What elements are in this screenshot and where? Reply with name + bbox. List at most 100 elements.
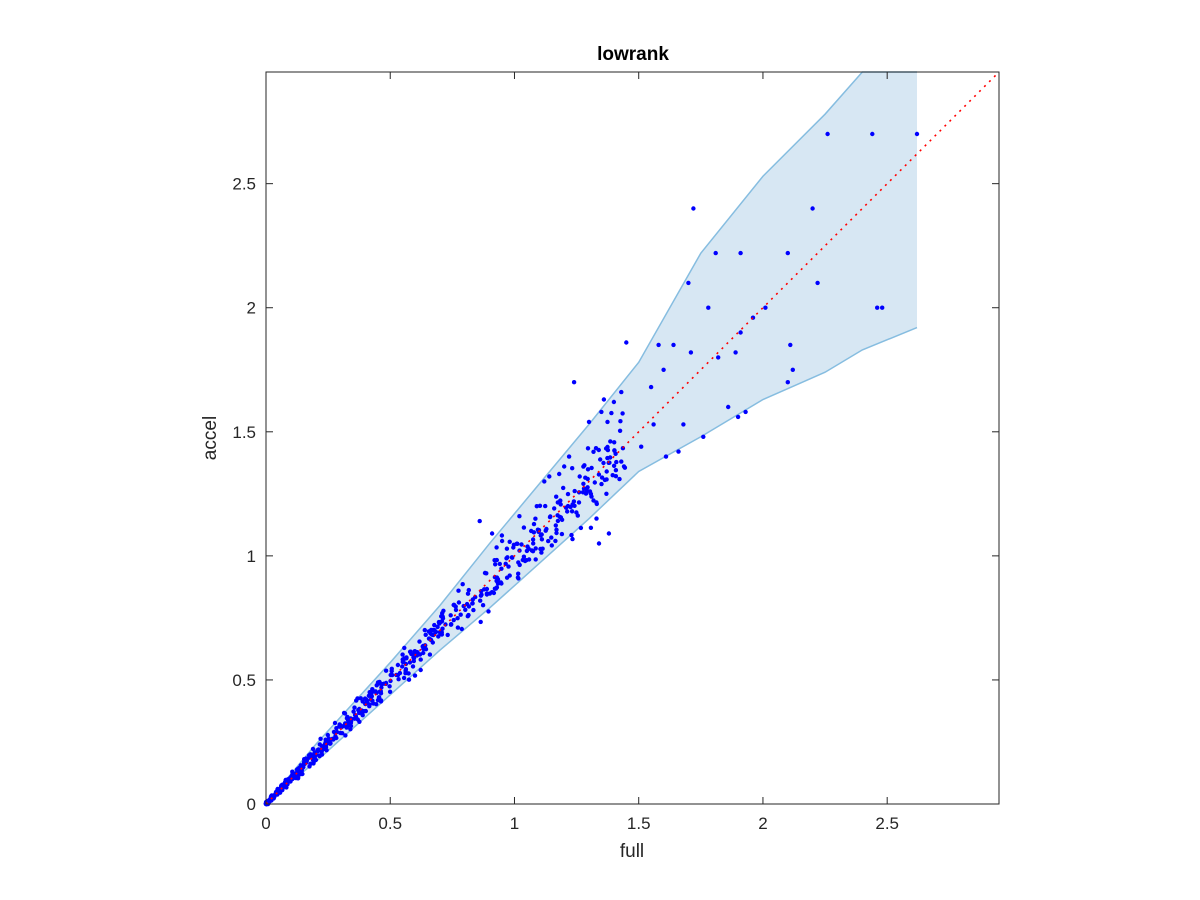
data-point-outlier	[676, 449, 681, 454]
data-point	[569, 509, 575, 514]
data-point	[561, 485, 566, 491]
data-point	[453, 607, 459, 613]
data-point-outlier	[499, 538, 505, 544]
data-point	[451, 602, 457, 608]
data-point	[311, 761, 316, 766]
data-point-outlier	[648, 384, 654, 390]
data-point-outlier	[735, 414, 741, 420]
data-point	[599, 481, 604, 487]
data-point	[605, 444, 610, 450]
data-point	[430, 640, 435, 645]
data-point	[589, 465, 594, 471]
data-point-outlier	[785, 380, 790, 385]
data-point	[403, 667, 409, 672]
data-point	[466, 587, 471, 593]
data-point	[406, 671, 411, 676]
data-point	[553, 523, 558, 528]
data-point	[539, 550, 544, 555]
data-point-outlier	[825, 131, 830, 137]
data-point-outlier	[810, 206, 815, 211]
data-point-outlier	[566, 454, 572, 459]
data-point	[395, 662, 401, 668]
data-point	[353, 714, 359, 719]
data-point	[439, 619, 445, 624]
data-point	[406, 677, 412, 682]
data-point	[533, 557, 538, 562]
data-point-outlier	[880, 305, 885, 310]
data-point	[293, 775, 299, 780]
data-point	[516, 576, 521, 581]
data-point	[374, 702, 379, 707]
data-point	[570, 536, 575, 542]
data-point	[594, 501, 599, 507]
data-point	[612, 448, 617, 453]
chart-title: lowrank	[597, 44, 669, 65]
data-point-outlier	[663, 454, 669, 459]
data-point-outlier	[661, 367, 666, 372]
data-point	[530, 537, 536, 542]
data-point	[348, 720, 354, 726]
data-point	[507, 539, 512, 544]
data-point	[491, 590, 497, 596]
data-point	[581, 486, 587, 491]
y-tick-label: 1.5	[232, 423, 256, 442]
data-point	[470, 601, 475, 606]
data-point	[299, 768, 304, 773]
data-point	[366, 693, 372, 698]
data-point	[533, 516, 538, 521]
data-point	[587, 489, 593, 494]
data-point-outlier	[624, 340, 629, 345]
data-point	[317, 742, 322, 747]
data-point	[538, 533, 543, 538]
data-point-outlier	[688, 350, 694, 355]
data-point	[589, 494, 594, 499]
data-point	[407, 660, 413, 665]
data-point	[549, 535, 554, 540]
data-point	[341, 710, 347, 716]
data-point	[554, 527, 559, 532]
data-point-outlier	[611, 399, 617, 405]
data-point	[484, 592, 490, 597]
data-point-outlier	[914, 131, 920, 137]
data-point	[621, 464, 627, 469]
data-point	[620, 411, 625, 416]
data-point-outlier	[562, 464, 567, 469]
data-point	[290, 769, 295, 774]
data-point	[559, 517, 565, 522]
data-point	[558, 502, 563, 507]
data-point	[531, 541, 536, 546]
data-point	[375, 698, 381, 703]
data-point	[578, 525, 584, 531]
data-point	[565, 509, 570, 514]
data-point	[575, 513, 580, 518]
data-point-outlier	[547, 474, 552, 479]
data-point	[585, 446, 591, 451]
data-point	[604, 469, 609, 474]
data-point	[334, 735, 339, 741]
x-tick-label: 2.5	[875, 814, 899, 833]
data-point	[605, 419, 610, 425]
data-point-outlier	[594, 516, 599, 521]
data-point	[383, 668, 389, 673]
data-point-outlier	[691, 206, 696, 211]
y-tick-label: 1	[247, 547, 256, 566]
x-tick-label: 1	[510, 814, 519, 833]
data-point	[555, 518, 561, 524]
data-point	[423, 632, 428, 637]
data-point	[463, 607, 468, 612]
y-tick-label: 0	[247, 795, 256, 814]
x-tick-label: 0	[261, 814, 270, 833]
data-point	[352, 705, 357, 710]
data-point	[478, 619, 483, 625]
data-point	[497, 561, 502, 567]
data-point	[427, 652, 433, 657]
data-point	[598, 457, 603, 462]
data-point	[448, 622, 454, 627]
data-point	[565, 491, 571, 497]
data-point	[456, 600, 462, 605]
x-tick-label: 0.5	[378, 814, 402, 833]
data-point	[571, 499, 577, 504]
data-point	[608, 439, 613, 444]
data-point-outlier	[596, 541, 602, 546]
data-point	[570, 466, 575, 471]
